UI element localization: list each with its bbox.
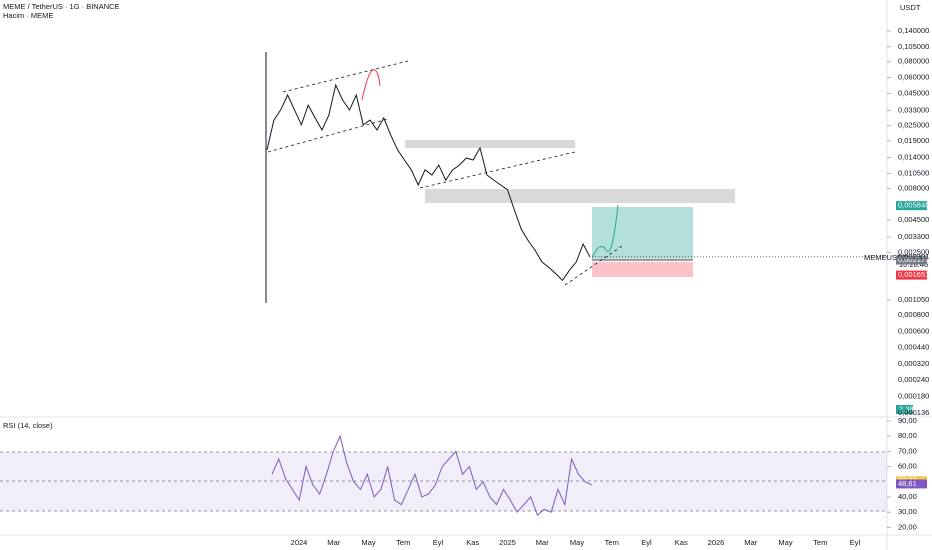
x-tick-label: Mar [744,538,757,547]
y-tick-label: 0,140000 [898,26,929,35]
price-badge-label: 48,61 [898,479,917,488]
y-tick-label: 30,00 [898,507,917,516]
y-tick-label: 0,045000 [898,88,929,97]
series-line [271,434,593,517]
y-tick-label: 60,00 [898,462,917,471]
y-tick-label: 0,003300 [898,232,929,241]
y-tick-label: 0,004500 [898,215,929,224]
chart-title: MEME / TetherUS · 1G · BINANCE [3,2,120,11]
target-zone [592,207,693,259]
x-tick-label: Tem [605,538,619,547]
y-tick-label: 70,00 [898,446,917,455]
y-tick-label: 0,008000 [898,183,929,192]
trend-lines [267,60,623,286]
rsi-band [0,452,887,511]
price-badge-label: 0,001651 [898,270,929,279]
volume-label: 0,000320 [898,359,929,368]
price-badge [896,479,927,489]
volume-label: 0,000440 [898,343,929,352]
x-tick-label: 2024 [291,538,308,547]
x-tick-label: 2026 [708,538,725,547]
y-tick-label: 0,080000 [898,57,929,66]
last-price-label: 0,002301 [898,252,929,261]
currency: USDT [900,3,921,12]
y-tick-label: 0,002500 [898,247,929,256]
x-tick-label: 2025 [499,538,516,547]
x-tick-label: May [778,538,792,547]
y-tick-label: 0,014000 [898,153,929,162]
volume-label: 0,000240 [898,375,929,384]
y-tick-label: 40,00 [898,492,917,501]
volume-label: 0,000136 [898,408,929,417]
volume-label: 0,000600 [898,326,929,335]
x-tick-label: Eyl [433,538,444,547]
price-badge [896,270,927,280]
volume-badge: 2,38 [899,404,914,413]
zone [405,140,575,148]
rsi-title: RSI (14, close) [3,421,53,430]
y-tick-label: 20,00 [898,522,917,531]
x-tick-label: Kas [466,538,479,547]
x-tick-label: Kas [675,538,688,547]
x-tick-label: Tem [813,538,827,547]
y-tick-label: 90,00 [898,416,917,425]
series-name: MEMEUSDT [864,253,907,262]
series-line [266,83,591,282]
x-tick-label: Mar [536,538,549,547]
y-tick-label: 0,019000 [898,136,929,145]
x-tick-label: Mar [327,538,340,547]
x-tick-label: Tem [396,538,410,547]
x-tick-label: May [361,538,375,547]
y-tick-label: 0,001050 [898,295,929,304]
x-tick-label: Eyl [850,538,861,547]
volume-label: 0,000800 [898,310,929,319]
x-tick-label: May [570,538,584,547]
y-tick-label: 80,00 [898,431,917,440]
x-tick-label: Eyl [641,538,652,547]
volume-label: 0,000180 [898,391,929,400]
y-tick-label: 0,025000 [898,121,929,130]
price-badge-label: 0,005840 [898,201,929,210]
zone [425,189,735,203]
y-tick-label: 0,033000 [898,105,929,114]
stop-zone [592,262,693,277]
badge [896,405,913,414]
projection [361,69,381,101]
projection [591,204,619,259]
price-badge-label: 0,002171 [898,255,929,264]
y-tick-label: 0,105000 [898,42,929,51]
rsi-levels [0,451,887,512]
price-badge [896,255,927,265]
y-tick-label: 0,010500 [898,168,929,177]
price-badge [896,201,927,211]
y-tick-label: 0,060000 [898,73,929,82]
volume-title: Hacim · MEME [3,11,53,20]
